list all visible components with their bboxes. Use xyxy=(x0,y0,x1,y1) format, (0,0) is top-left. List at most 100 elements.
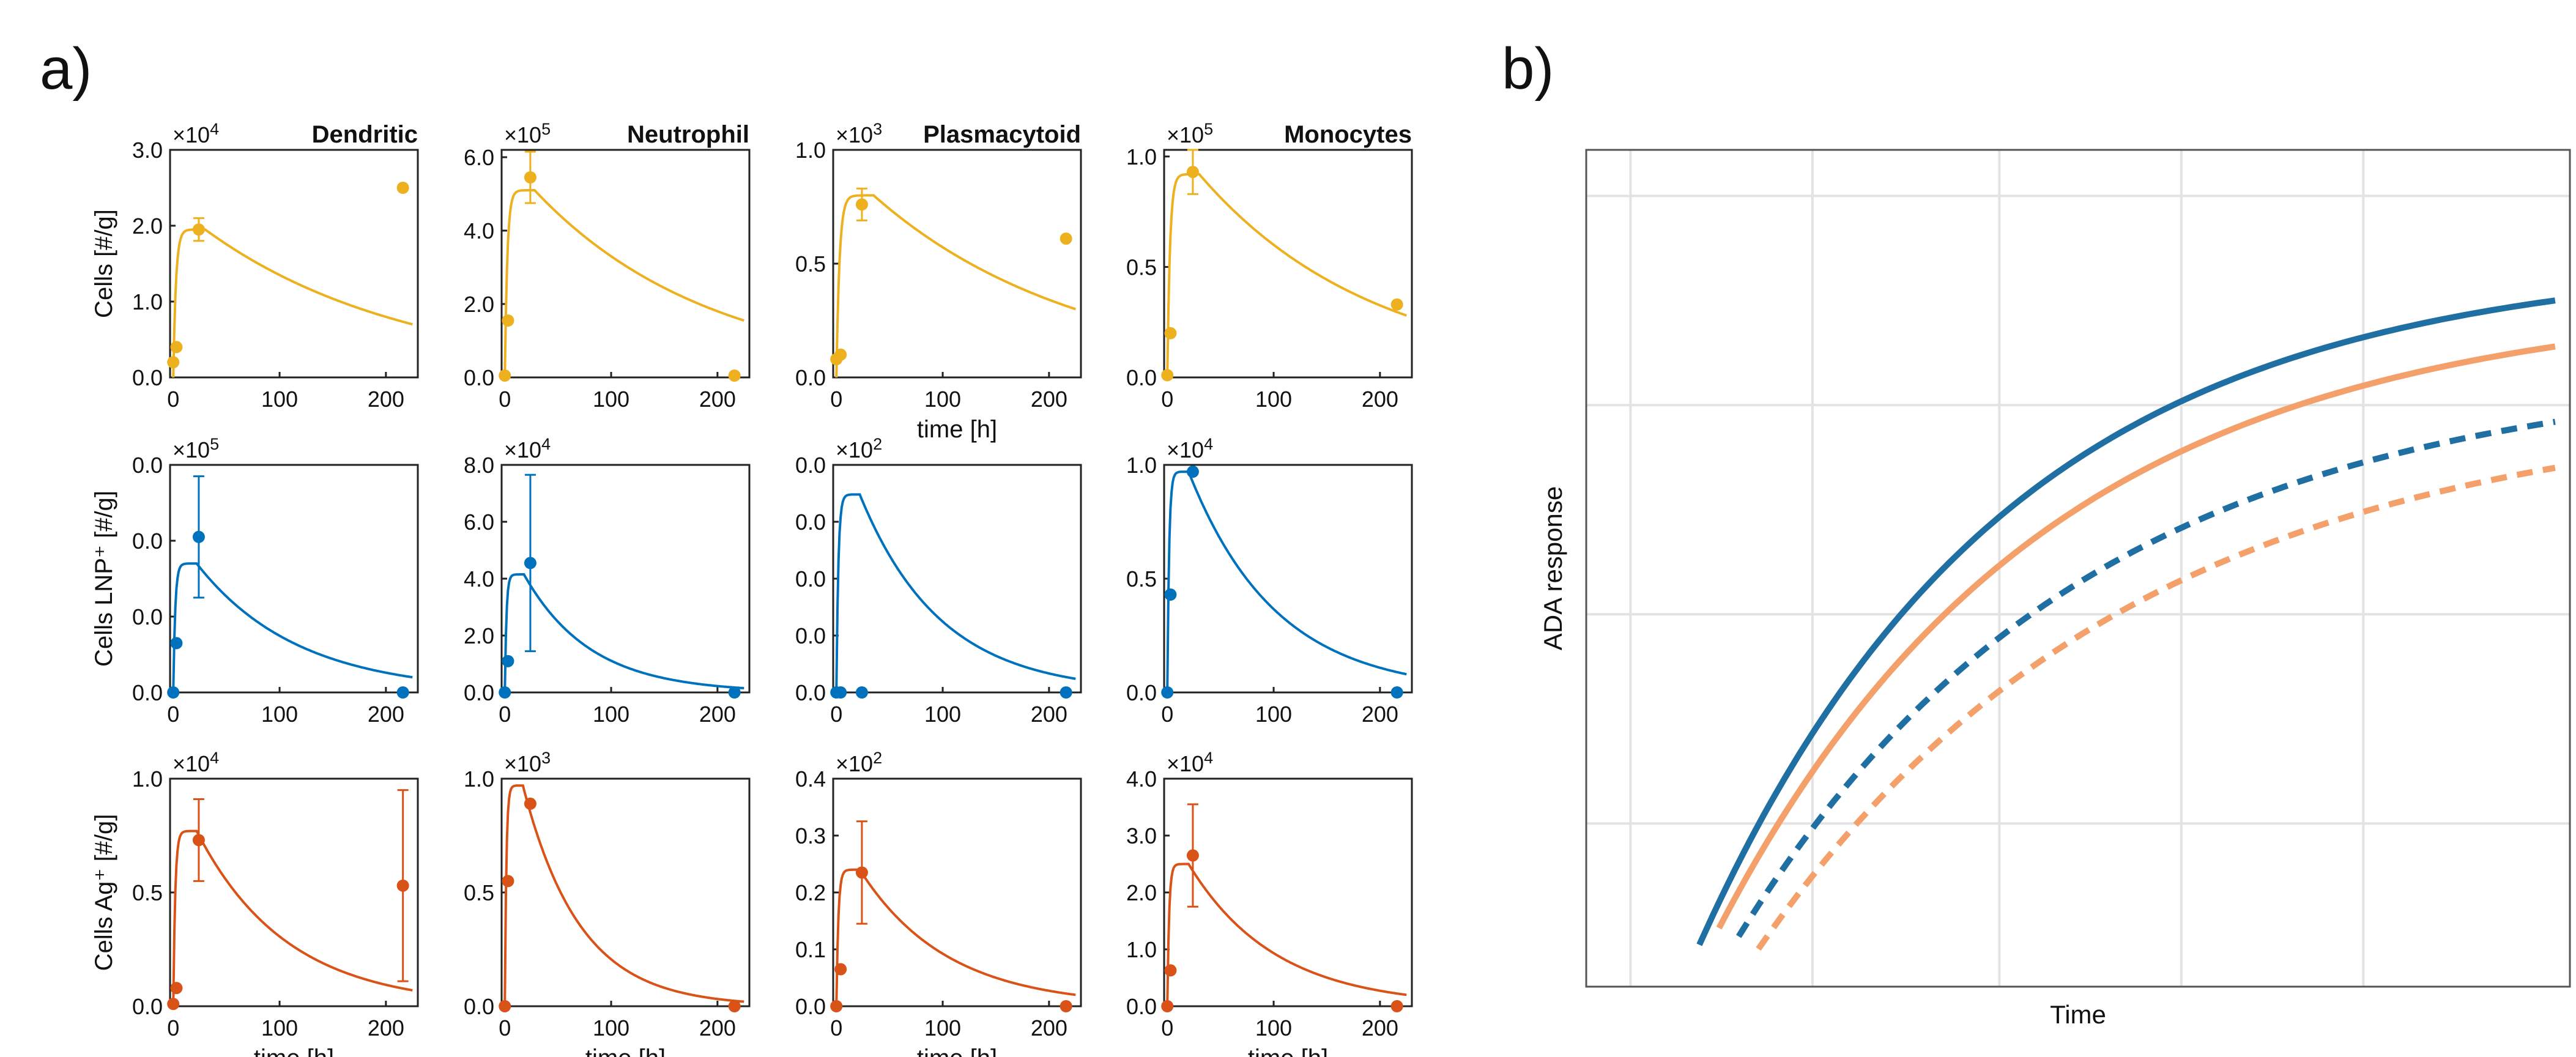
data-point xyxy=(396,182,409,194)
y-tick-label: 1.0 xyxy=(1126,453,1157,478)
x-tick-label: 0 xyxy=(830,387,842,412)
y-exponent: ×104 xyxy=(173,120,219,147)
x-tick-label: 100 xyxy=(261,702,298,727)
subplot-plasmacytoid-total: 0 100 200 0.0 0.5 1.0 ×103 Plasmacytoid time [h] xyxy=(795,120,1082,443)
subplot-title: Neutrophil xyxy=(627,121,749,148)
x-tick-label: 0 xyxy=(1161,1015,1173,1040)
x-tick-label: 0 xyxy=(499,1015,511,1040)
y-exponent-base: ×10 xyxy=(836,751,873,776)
y-tick-label: 0.0 xyxy=(132,680,163,705)
y-exponent: ×105 xyxy=(504,120,551,147)
data-point xyxy=(167,686,180,699)
y-exponent: ×103 xyxy=(836,120,882,147)
panel-label-a: a) xyxy=(40,36,92,102)
y-tick-label: 3.0 xyxy=(1126,823,1157,848)
plot-frame xyxy=(1585,149,2571,988)
data-point xyxy=(502,314,514,327)
subplot-ada-response: Time ADA response xyxy=(1539,149,2571,1029)
x-tick-label: 200 xyxy=(368,702,404,727)
subplot-monocytes-total: 0 100 200 0.0 0.5 1.0 ×105 Monocytes xyxy=(1126,120,1413,412)
x-tick-label: 100 xyxy=(924,387,961,412)
model-curve xyxy=(172,562,413,693)
y-tick-label: 1.0 xyxy=(132,766,163,792)
data-point xyxy=(728,369,741,382)
data-point xyxy=(170,341,183,354)
data-point xyxy=(1390,686,1403,699)
y-exponent-base: ×10 xyxy=(836,437,873,462)
subplot-title: Monocytes xyxy=(1284,121,1412,148)
plot-frame xyxy=(169,149,419,379)
x-tick-label: 0 xyxy=(499,387,511,412)
y-exponent-base: ×10 xyxy=(504,437,541,462)
x-tick-label: 0 xyxy=(167,1015,179,1040)
y-tick-label: 0.0 xyxy=(464,365,494,390)
y-exponent-base: ×10 xyxy=(173,751,210,776)
data-point xyxy=(834,963,847,976)
y-tick-label: 0.0 xyxy=(795,566,826,592)
subplot-plasmacytoid-lnp: 0 100 200 0.0 0.0 0.0 0.0 0.0 ×102 xyxy=(795,435,1082,727)
y-exponent-power: 5 xyxy=(1204,120,1213,138)
data-point xyxy=(1060,686,1072,699)
x-tick-label: 0 xyxy=(830,1015,842,1040)
data-point xyxy=(396,686,409,699)
y-tick-label: 0.0 xyxy=(1126,994,1157,1019)
y-exponent-power: 2 xyxy=(873,435,882,453)
data-point xyxy=(499,686,511,699)
y-tick-label: 0.0 xyxy=(795,365,826,390)
x-tick-label: 200 xyxy=(1362,702,1398,727)
data-point xyxy=(1060,232,1072,245)
subplot-title: Plasmacytoid xyxy=(923,121,1081,148)
data-point xyxy=(1161,686,1174,699)
y-tick-label: 0.4 xyxy=(795,766,826,792)
y-exponent-power: 5 xyxy=(210,435,219,453)
data-point xyxy=(855,866,868,879)
data-point xyxy=(1161,1000,1174,1012)
ada-curve-dashed-b_orange xyxy=(1756,464,2556,951)
data-point xyxy=(830,1000,843,1012)
model-curve xyxy=(1166,172,1407,378)
y-tick-label: 2.0 xyxy=(132,213,163,239)
y-tick-label: 0.5 xyxy=(795,251,826,276)
data-point xyxy=(1186,465,1199,478)
x-tick-label: 100 xyxy=(593,387,629,412)
x-tick-label: 0 xyxy=(830,702,842,727)
y-tick-label: 0.0 xyxy=(795,510,826,535)
y-tick-label: 0.0 xyxy=(795,994,826,1019)
y-tick-label: 1.0 xyxy=(1126,937,1157,962)
y-tick-label: 2.0 xyxy=(1126,880,1157,905)
y-axis-label: ADA response xyxy=(1539,486,1567,651)
x-tick-label: 0 xyxy=(1161,702,1173,727)
data-point xyxy=(1164,964,1177,977)
y-exponent-power: 4 xyxy=(210,120,219,138)
data-point xyxy=(728,1000,741,1012)
y-tick-label: 0.0 xyxy=(1126,365,1157,390)
data-point xyxy=(855,198,868,211)
y-axis-label: Cells LNP⁺ [#/g] xyxy=(91,491,117,667)
x-axis-label: time [h] xyxy=(1248,1045,1328,1057)
y-exponent: ×102 xyxy=(836,435,882,462)
y-tick-label: 0.5 xyxy=(1126,254,1157,280)
subplot-neutrophil-ag: 0 100 200 0.0 0.5 1.0 ×103 time [h] xyxy=(464,749,751,1057)
y-exponent-base: ×10 xyxy=(173,437,210,462)
y-axis-label: Cells Ag⁺ [#/g] xyxy=(91,814,117,971)
x-axis-label: time [h] xyxy=(917,416,997,443)
x-tick-label: 100 xyxy=(593,702,629,727)
data-point xyxy=(1164,327,1177,339)
x-tick-label: 100 xyxy=(924,1015,961,1040)
ada-curve-solid-b_blue xyxy=(1696,297,2556,946)
y-exponent: ×104 xyxy=(1167,435,1213,462)
y-tick-label: 1.0 xyxy=(795,138,826,163)
y-tick-label: 1.0 xyxy=(464,766,494,792)
model-curve xyxy=(172,829,413,1007)
y-tick-label: 0.0 xyxy=(132,528,163,554)
y-tick-label: 0.0 xyxy=(132,453,163,478)
x-tick-label: 200 xyxy=(1031,702,1067,727)
data-point xyxy=(396,879,409,892)
y-tick-label: 6.0 xyxy=(464,145,494,170)
y-tick-label: 2.0 xyxy=(464,623,494,648)
y-tick-label: 0.0 xyxy=(795,623,826,648)
x-axis-label: time [h] xyxy=(917,1045,997,1057)
y-tick-label: 0.2 xyxy=(795,880,826,905)
data-point xyxy=(1390,1000,1403,1012)
